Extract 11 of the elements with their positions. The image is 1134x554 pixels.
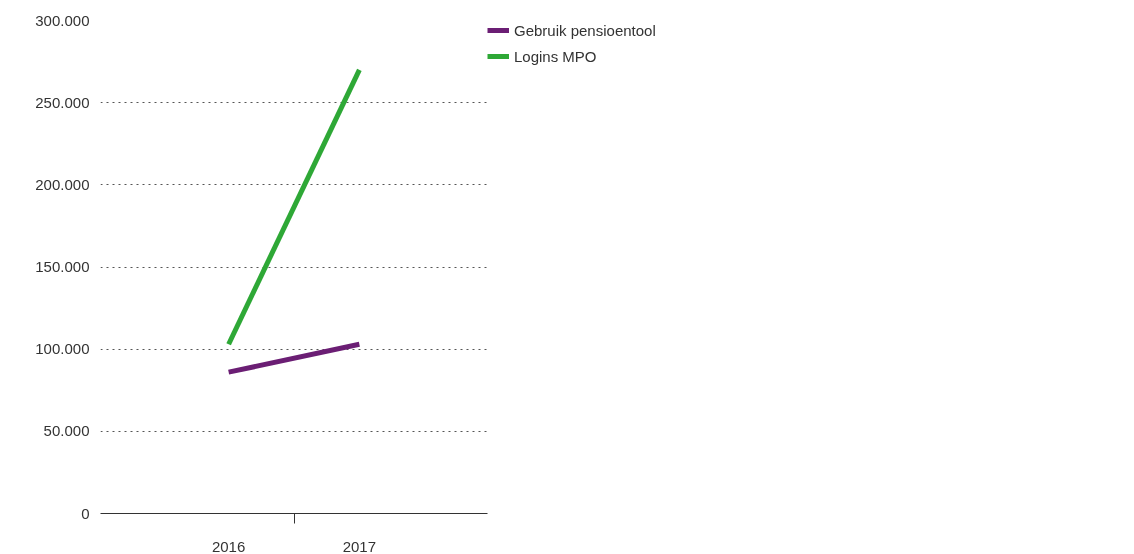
y-tick-label: 0 [81,504,90,522]
y-tick-label: 50.000 [43,422,90,440]
y-tick-label: 100.000 [35,340,90,358]
x-tick-label: 2016 [211,537,246,554]
x-tick-label: 2017 [342,537,377,554]
legend-label: Gebruik pensioentool [514,21,656,39]
y-tick-label: 200.000 [35,175,90,193]
y-tick-label: 250.000 [35,93,90,111]
legend-label: Logins MPO [514,47,597,65]
y-tick-label: 300.000 [35,11,90,29]
y-tick-label: 150.000 [35,258,90,275]
